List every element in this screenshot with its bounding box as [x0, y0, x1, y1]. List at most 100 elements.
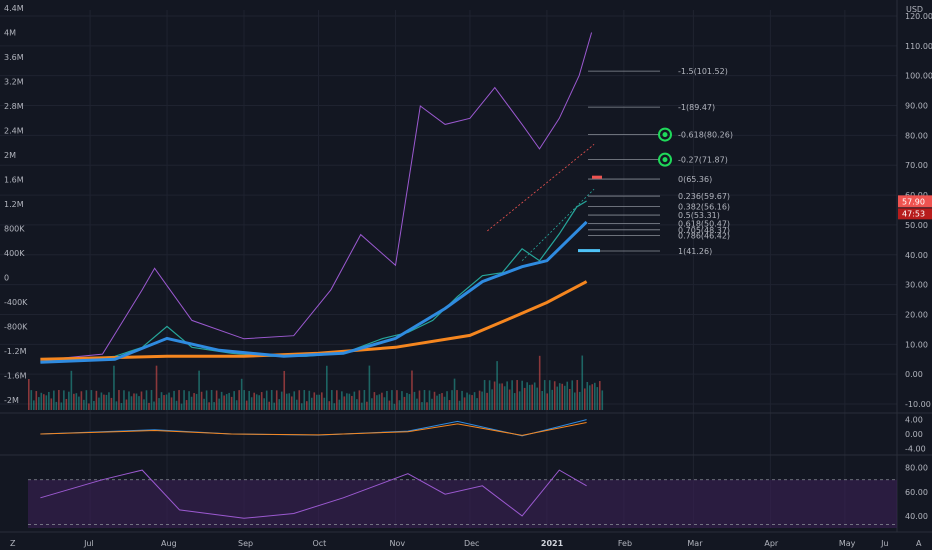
volume-bar — [473, 392, 476, 410]
volume-bar — [310, 397, 313, 410]
volume-bar — [466, 392, 468, 410]
volume-bar — [198, 370, 200, 410]
volume-bar — [446, 391, 448, 410]
fib-bottom-block — [578, 249, 600, 253]
volume-bar — [553, 381, 556, 410]
volume-bar — [135, 393, 138, 410]
volume-bar — [568, 388, 571, 410]
volume-bar — [348, 393, 351, 410]
volume-bar — [493, 381, 496, 410]
time-axis-label: Dec — [464, 539, 479, 548]
volume-bar — [298, 390, 301, 410]
right-axis-tick-label: 110.00 — [905, 42, 932, 51]
volume-bar — [295, 399, 298, 410]
right-axis-tick-label: 40.00 — [905, 251, 928, 260]
time-axis-label: Aug — [161, 539, 177, 548]
volume-bar — [423, 390, 426, 410]
fib-level-label: -1(89.47) — [678, 103, 715, 112]
volume-bar — [316, 394, 318, 410]
volume-bar — [63, 390, 65, 410]
right-axis-tick-label: 70.00 — [905, 161, 928, 170]
volume-bar — [563, 385, 566, 410]
volume-bar — [170, 397, 173, 410]
volume-bar — [451, 390, 453, 410]
volume-bar — [290, 396, 293, 410]
volume-bar — [313, 392, 316, 410]
volume-bar — [388, 400, 391, 410]
volume-bar — [238, 390, 240, 410]
volume-bar — [208, 402, 210, 410]
volume-bar — [110, 397, 113, 410]
fib-level-label: 1(41.26) — [678, 247, 712, 256]
volume-bar — [326, 365, 328, 410]
volume-bar — [33, 400, 35, 410]
volume-bar — [438, 393, 441, 410]
volume-bar — [561, 383, 564, 410]
volume-bar — [341, 391, 343, 410]
volume-bar — [253, 392, 255, 410]
volume-bar — [100, 392, 103, 410]
volume-bar — [468, 394, 471, 410]
volume-bar — [178, 390, 180, 410]
volume-bar — [591, 384, 594, 410]
fib-level-label: -0.618(80.26) — [678, 131, 733, 140]
left-axis-tick-label: -1.2M — [4, 347, 27, 356]
volume-bar — [501, 383, 503, 410]
last-price-badge — [898, 195, 932, 208]
volume-bar — [358, 390, 361, 410]
volume-bar — [373, 392, 376, 410]
volume-bar — [55, 401, 58, 410]
time-axis-label: Jul — [83, 539, 94, 548]
volume-bar — [83, 399, 85, 410]
volume-bar — [416, 398, 418, 410]
volume-bar — [160, 392, 163, 410]
volume-bar — [228, 392, 230, 410]
volume-bar — [35, 391, 38, 410]
fib-level-label: -0.27(71.87) — [678, 156, 728, 165]
volume-bar — [275, 390, 278, 410]
volume-bar — [43, 394, 45, 410]
volume-bar — [218, 398, 220, 410]
time-axis-label: 2021 — [541, 539, 564, 548]
volume-bar — [453, 378, 456, 410]
volume-bar — [38, 397, 40, 410]
macd-axis-tick-label: -4.00 — [905, 444, 926, 453]
left-axis-tick-label: 3.6M — [4, 53, 24, 62]
fib-target-marker-0618 — [658, 127, 672, 142]
time-axis-label: Feb — [618, 539, 632, 548]
volume-bar — [471, 395, 473, 410]
volume-bar — [578, 391, 581, 410]
volume-bar — [255, 394, 258, 410]
volume-bar — [443, 396, 446, 410]
volume-bar — [481, 391, 483, 410]
volume-bar — [498, 383, 501, 410]
volume-bar — [73, 393, 75, 410]
volume-bar — [108, 392, 110, 410]
volume-bar — [240, 378, 243, 410]
volume-bar — [558, 383, 561, 410]
volume-bar — [85, 390, 88, 410]
time-axis-label: Apr — [764, 539, 779, 548]
fib-level-label: 0.618(50.47) — [678, 220, 730, 229]
volume-bar — [308, 390, 311, 410]
volume-bar — [80, 391, 83, 410]
volume-bar — [175, 400, 178, 410]
volume-bar — [463, 397, 466, 410]
volume-bar — [248, 390, 250, 410]
volume-bar — [383, 397, 386, 410]
currency-label: USD — [906, 5, 923, 14]
time-axis-label: Nov — [389, 539, 405, 548]
volume-bar — [53, 390, 55, 410]
volume-bar — [195, 393, 198, 410]
time-axis-label: Mar — [687, 539, 703, 548]
volume-bar — [351, 395, 353, 410]
volume-bar — [433, 391, 436, 410]
volume-bar — [300, 403, 303, 410]
volume-bar — [508, 389, 511, 410]
countdown-label: 47:53 — [902, 209, 925, 218]
volume-bar — [436, 395, 438, 410]
left-axis-tick-label: 400K — [4, 249, 25, 258]
volume-bar — [483, 380, 486, 410]
volume-bar — [158, 398, 160, 410]
